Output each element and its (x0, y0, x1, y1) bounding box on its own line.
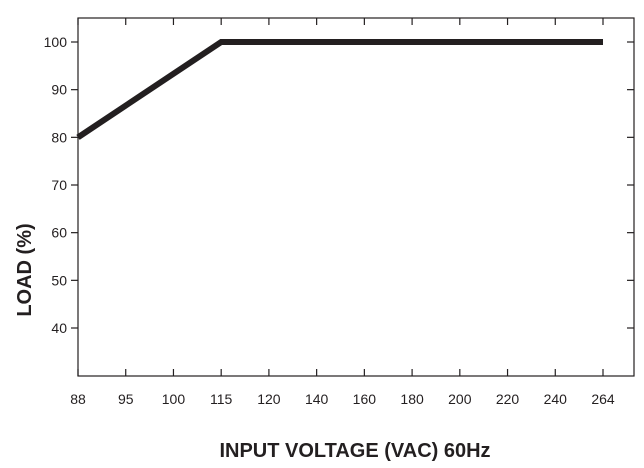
x-axis-title: INPUT VOLTAGE (VAC) 60Hz (219, 440, 490, 462)
x-tick-label: 100 (162, 391, 186, 407)
y-tick-label: 90 (51, 82, 67, 98)
x-tick-label: 140 (305, 391, 329, 407)
x-tick-label: 88 (70, 391, 86, 407)
y-axis-ticks: 40 50 60 70 80 90 100 (44, 34, 634, 336)
x-tick-label: 264 (591, 391, 615, 407)
x-tick-label: 220 (496, 391, 520, 407)
y-tick-label: 70 (51, 177, 67, 193)
y-tick-label: 60 (51, 225, 67, 241)
x-tick-label: 180 (400, 391, 424, 407)
y-tick-label: 80 (51, 129, 67, 145)
x-tick-label: 120 (257, 391, 281, 407)
x-tick-label: 115 (210, 391, 233, 407)
y-tick-label: 100 (44, 34, 68, 50)
x-tick-label: 200 (448, 391, 472, 407)
series-group (76, 39, 603, 140)
series-line (76, 39, 603, 140)
y-axis-title: LOAD (%) (14, 223, 36, 316)
y-tick-label: 50 (51, 272, 67, 288)
x-tick-label: 240 (544, 391, 568, 407)
x-tick-label: 160 (353, 391, 377, 407)
x-axis-ticks: 88 95 100 115 120 140 160 180 200 220 240 264 (70, 18, 615, 407)
plot-frame (77, 17, 635, 377)
x-tick-label: 95 (118, 391, 134, 407)
y-tick-label: 40 (51, 320, 67, 336)
